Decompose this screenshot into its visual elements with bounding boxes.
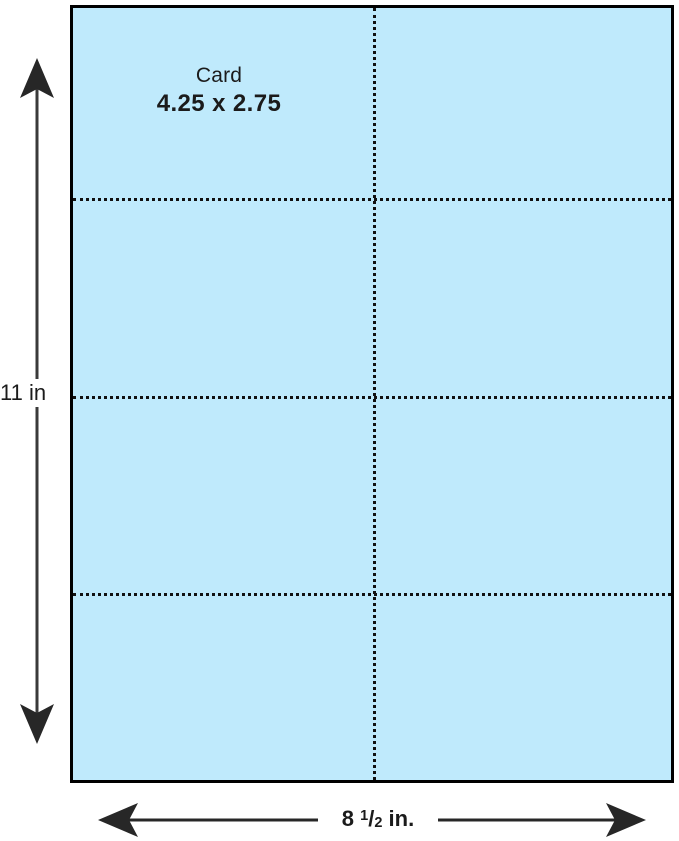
width-dimension-label: 8 1/2 in.: [318, 802, 438, 836]
card-name-text: Card: [195, 64, 243, 87]
perforation-line-horizontal-2: [73, 396, 671, 399]
arrow-left-icon: [98, 803, 138, 837]
width-fraction-slash: /: [368, 806, 375, 831]
arrow-up-icon: [20, 58, 54, 98]
height-dimension-label: 11 in: [0, 379, 62, 407]
perforation-line-horizontal-1: [73, 198, 671, 201]
perforation-line-vertical-1: [373, 8, 376, 780]
sheet-outline: Card 4.25 x 2.75: [70, 5, 674, 783]
arrow-right-icon: [606, 803, 646, 837]
width-fraction-numerator: 1: [360, 807, 369, 824]
width-unit: in.: [382, 806, 415, 831]
width-fraction-denominator: 2: [374, 815, 383, 832]
card-dimensions-text: 4.25 x 2.75: [156, 89, 282, 117]
width-whole-number: 8: [341, 806, 361, 831]
arrow-down-icon: [20, 704, 54, 744]
perforation-line-horizontal-3: [73, 593, 671, 596]
card-label-block: Card 4.25 x 2.75: [73, 64, 365, 117]
